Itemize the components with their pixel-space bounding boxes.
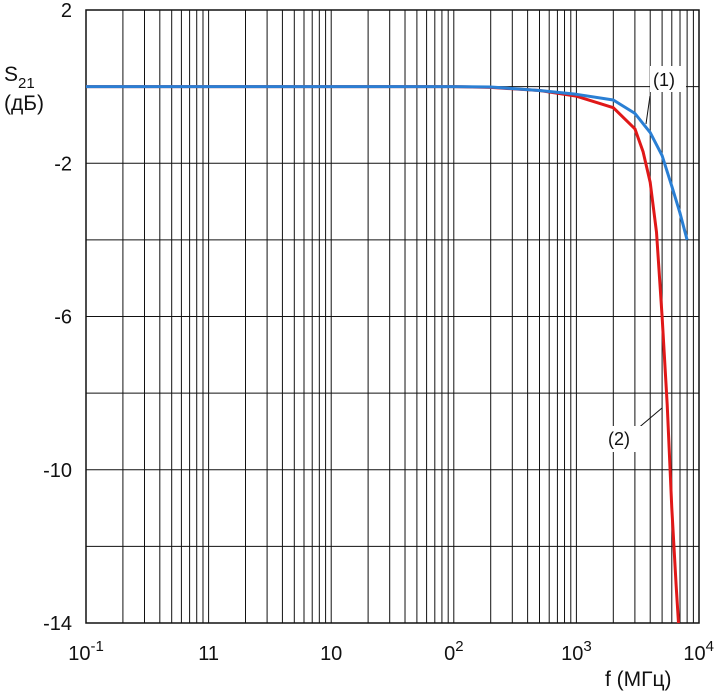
curve-2-label-bg <box>604 426 642 452</box>
x-tick-label: 02 <box>444 638 463 665</box>
x-tick-label: 103 <box>561 638 592 665</box>
y-tick-label: -6 <box>54 307 72 329</box>
x-tick-label: 104 <box>683 638 714 665</box>
series-line-2 <box>86 85 680 624</box>
y-tick-label: -14 <box>43 613 72 635</box>
x-tick-label: 10-1 <box>68 638 104 665</box>
x-tick-label: 11 <box>198 643 219 665</box>
curve-2-label: (2) <box>608 429 630 449</box>
x-tick-label: 10 <box>320 643 342 665</box>
y-tick-label: 2 <box>61 0 72 22</box>
series-group <box>86 85 689 624</box>
grid <box>86 10 699 623</box>
y-tick-labels: 2 -2 -6 -10 -14 <box>43 0 72 635</box>
plot-frame <box>85 9 700 624</box>
curve-1-label-bg <box>650 66 686 92</box>
series-line-1 <box>86 85 689 241</box>
x-axis-label-bg <box>600 664 700 692</box>
curve-1-leader <box>645 95 651 125</box>
y-axis-unit: (дБ) <box>4 92 44 115</box>
y-tick-label: -2 <box>54 153 72 175</box>
y-tick-label: -10 <box>43 460 72 482</box>
x-axis-label: f (МГц) <box>605 668 672 691</box>
x-tick-labels: 10-1 11 10 02 103 104 <box>68 638 714 665</box>
curve-1-label: (1) <box>653 70 675 90</box>
y-axis-label: S21 <box>4 63 35 92</box>
